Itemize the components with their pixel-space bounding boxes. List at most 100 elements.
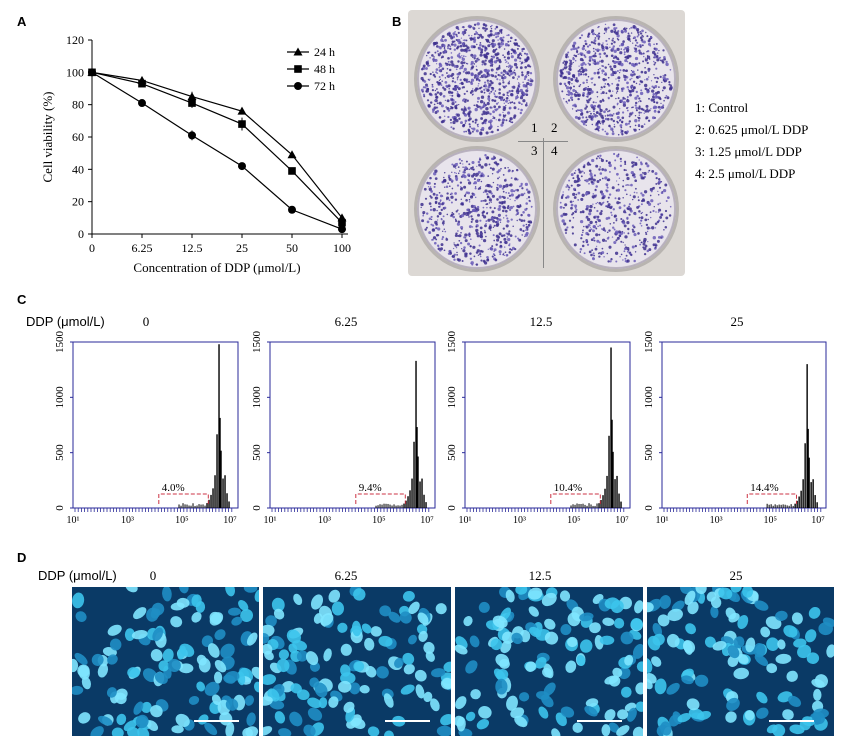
- subg1-gate: [158, 493, 209, 504]
- nucleus: [742, 587, 754, 598]
- micro-dose-0: 0: [149, 568, 157, 583]
- nucleus: [162, 648, 174, 662]
- nucleus: [276, 658, 290, 673]
- nucleus: [706, 591, 717, 602]
- x-tick-label: 100: [333, 241, 351, 255]
- y-tick-label: 500: [54, 444, 66, 461]
- nucleus: [107, 654, 118, 665]
- nucleus: [478, 601, 490, 613]
- nucleus: [425, 651, 435, 662]
- nucleus: [744, 710, 755, 721]
- subg1-gate: [550, 493, 601, 504]
- nucleus: [90, 726, 104, 736]
- nucleus: [806, 652, 820, 665]
- nucleus: [686, 698, 700, 711]
- nucleus: [647, 602, 654, 613]
- nucleus: [388, 611, 401, 623]
- nucleus: [198, 714, 209, 725]
- data-point: [238, 162, 246, 171]
- nucleus: [242, 727, 253, 736]
- well-2: [553, 16, 679, 142]
- histogram-bars: [570, 347, 622, 508]
- y-tick-label: 1000: [446, 386, 458, 409]
- y-tick-label: 1000: [251, 386, 263, 409]
- nucleus: [191, 612, 202, 623]
- nucleus: [178, 663, 194, 674]
- nucleus: [435, 603, 447, 615]
- nucleus: [808, 606, 821, 619]
- nucleus: [694, 674, 709, 687]
- nucleus: [490, 638, 503, 651]
- x-tick-label: 10⁵: [567, 515, 581, 526]
- nucleus: [660, 721, 672, 736]
- data-point: [238, 120, 246, 128]
- nucleus: [667, 608, 683, 622]
- nucleus: [152, 627, 164, 642]
- nucleus: [415, 684, 425, 699]
- nucleus: [632, 643, 643, 659]
- nucleus: [137, 727, 150, 736]
- nucleus: [618, 667, 631, 680]
- nucleus: [418, 630, 428, 642]
- nucleus: [528, 606, 539, 617]
- nucleus: [278, 728, 292, 736]
- nucleus: [289, 711, 303, 727]
- nucleus: [353, 588, 366, 601]
- micro-image-1: [263, 587, 451, 736]
- nucleus: [567, 636, 578, 648]
- nucleus: [775, 653, 792, 664]
- nucleus: [251, 666, 259, 680]
- nucleus: [328, 696, 339, 708]
- nucleus: [213, 671, 223, 684]
- nucleus: [263, 726, 273, 736]
- y-tick-label: 1500: [643, 331, 655, 354]
- nucleus: [225, 587, 235, 597]
- nucleus: [150, 649, 163, 662]
- nucleus: [476, 719, 490, 730]
- y-tick-label: 1500: [54, 331, 66, 354]
- nucleus: [687, 600, 699, 615]
- nucleus: [727, 645, 740, 659]
- histogram-frame: [269, 341, 436, 509]
- nucleus: [209, 612, 224, 626]
- nucleus: [175, 713, 190, 727]
- y-tick-label: 120: [66, 33, 84, 47]
- nucleus: [78, 712, 91, 724]
- nucleus: [576, 655, 586, 666]
- colony-legend-item: 2: 0.625 μmol/L DDP: [695, 122, 809, 137]
- nucleus: [495, 678, 508, 695]
- histogram-bars: [766, 364, 818, 508]
- x-tick-label: 12.5: [182, 241, 203, 255]
- nucleus: [704, 636, 716, 648]
- data-point: [138, 79, 146, 88]
- nucleus: [211, 694, 222, 706]
- nucleus: [263, 643, 273, 655]
- nucleus: [162, 587, 172, 602]
- nucleus: [626, 707, 637, 722]
- data-point: [138, 99, 146, 108]
- nucleus: [367, 726, 380, 736]
- nucleus: [617, 709, 629, 720]
- x-tick-label: 10¹: [264, 515, 277, 526]
- nucleus: [584, 705, 598, 717]
- nucleus: [463, 616, 473, 627]
- nucleus: [813, 708, 829, 719]
- nucleus: [328, 589, 341, 603]
- nucleus: [465, 711, 476, 722]
- nucleus: [364, 637, 375, 651]
- nucleus: [826, 644, 834, 658]
- nucleus: [238, 600, 249, 611]
- histogram-1: 0 500 1000 1500 10¹ 10³ 10⁵ 10⁷ 9.4%: [251, 331, 436, 526]
- nucleus: [620, 686, 632, 698]
- y-tick-label: 0: [78, 227, 84, 241]
- nucleus: [733, 667, 749, 680]
- nucleus: [150, 704, 163, 718]
- nucleus: [263, 632, 270, 644]
- colony-legend: 1: Control 2: 0.625 μmol/L DDP 3: 1.25 μ…: [695, 97, 808, 185]
- nucleus: [243, 587, 258, 593]
- y-tick-label: 500: [251, 444, 263, 461]
- y-tick-label: 0: [251, 505, 263, 511]
- nucleus: [349, 682, 361, 695]
- nucleus: [677, 713, 692, 723]
- nucleus: [307, 707, 323, 721]
